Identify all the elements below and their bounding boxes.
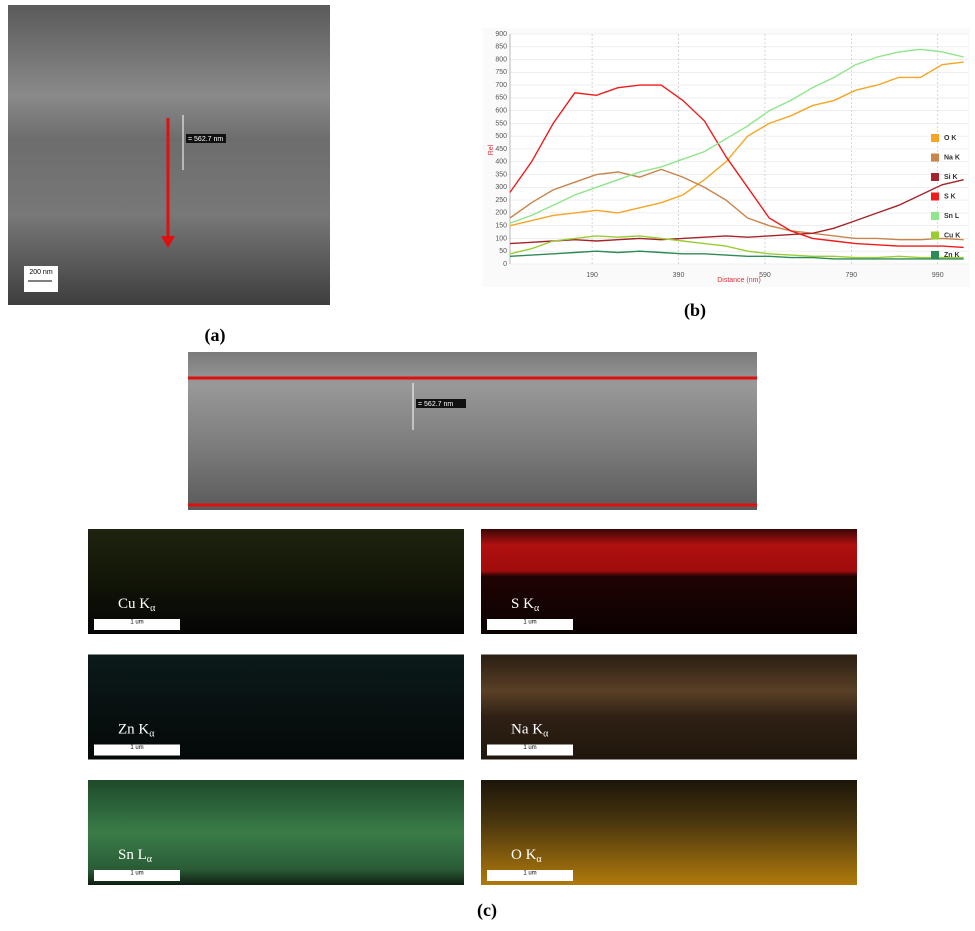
y-tick-label: 500 [495, 133, 507, 140]
eds-map [88, 655, 464, 760]
y-tick-label: 400 [495, 159, 507, 166]
sem-image [188, 352, 757, 510]
y-tick-label: 300 [495, 184, 507, 191]
line-subscript: α [149, 729, 155, 740]
legend-label: O K [944, 135, 956, 142]
legend-label: S K [944, 193, 956, 200]
element: Na K [511, 722, 543, 738]
scale-label: 1 um [523, 745, 536, 751]
y-tick-label: 800 [495, 56, 507, 63]
measure-label: = 562.7 nm [418, 401, 453, 408]
element: S K [511, 596, 534, 612]
y-tick-label: 50 [499, 248, 507, 255]
y-axis-label: Rel [488, 144, 495, 155]
legend-label: Zn K [944, 252, 960, 259]
caption: (c) [477, 900, 497, 921]
eds-map [481, 780, 857, 885]
element: O K [511, 847, 537, 863]
x-axis-label: Distance (nm) [717, 277, 761, 284]
legend-swatch [931, 173, 939, 181]
caption: (a) [205, 325, 226, 346]
y-tick-label: 850 [495, 44, 507, 51]
y-tick-label: 600 [495, 108, 507, 115]
line-subscript: α [534, 603, 540, 614]
y-tick-label: 900 [495, 31, 507, 38]
legend-label: Sn L [944, 213, 960, 220]
line-chart: 0 50 100 150 200 250 300 350 400 450 500 550 600 650 7… [483, 28, 970, 287]
scale-label: 200 nm [29, 269, 53, 276]
caption: (b) [684, 300, 706, 321]
y-tick-label: 350 [495, 171, 507, 178]
y-tick-label: 0 [503, 261, 507, 268]
x-tick-label: 190 [586, 272, 598, 279]
y-tick-label: 700 [495, 82, 507, 89]
line-subscript: α [543, 729, 549, 740]
y-tick-label: 650 [495, 95, 507, 102]
legend-swatch [931, 154, 939, 162]
scale-label: 1 um [523, 871, 536, 877]
legend-swatch [931, 193, 939, 201]
legend-swatch [931, 134, 939, 142]
x-tick-label: 990 [932, 272, 944, 279]
legend-label: Cu K [944, 232, 960, 239]
eds-map [481, 655, 857, 760]
element: Cu K [118, 596, 150, 612]
y-tick-label: 450 [495, 146, 507, 153]
y-tick-label: 750 [495, 69, 507, 76]
eds-map [88, 780, 464, 885]
y-tick-label: 200 [495, 210, 507, 217]
y-tick-label: 550 [495, 120, 507, 127]
legend-swatch [931, 251, 939, 259]
y-tick-label: 250 [495, 197, 507, 204]
y-tick-label: 150 [495, 223, 507, 230]
x-tick-label: 590 [759, 272, 771, 279]
eds-map [481, 529, 857, 634]
legend-swatch [931, 232, 939, 240]
element: Sn L [118, 847, 147, 863]
scale-label: 1 um [130, 745, 143, 751]
eds-map [88, 529, 464, 634]
element: Zn K [118, 722, 149, 738]
y-tick-label: 100 [495, 235, 507, 242]
x-tick-label: 790 [845, 272, 857, 279]
line-subscript: α [536, 854, 542, 865]
line-subscript: α [150, 603, 156, 614]
scale-label: 1 um [130, 620, 143, 626]
figure: = 562.7 nm 200 nm (a) 0 50 100 150 200 250 300… [0, 0, 975, 926]
scale-label: 1 um [130, 871, 143, 877]
measure-label: = 562.7 nm [188, 136, 223, 143]
legend-label: Si K [944, 174, 958, 181]
line-subscript: α [147, 854, 153, 865]
legend-label: Na K [944, 154, 960, 161]
legend-swatch [931, 212, 939, 220]
x-tick-label: 390 [673, 272, 685, 279]
scale-label: 1 um [523, 620, 536, 626]
